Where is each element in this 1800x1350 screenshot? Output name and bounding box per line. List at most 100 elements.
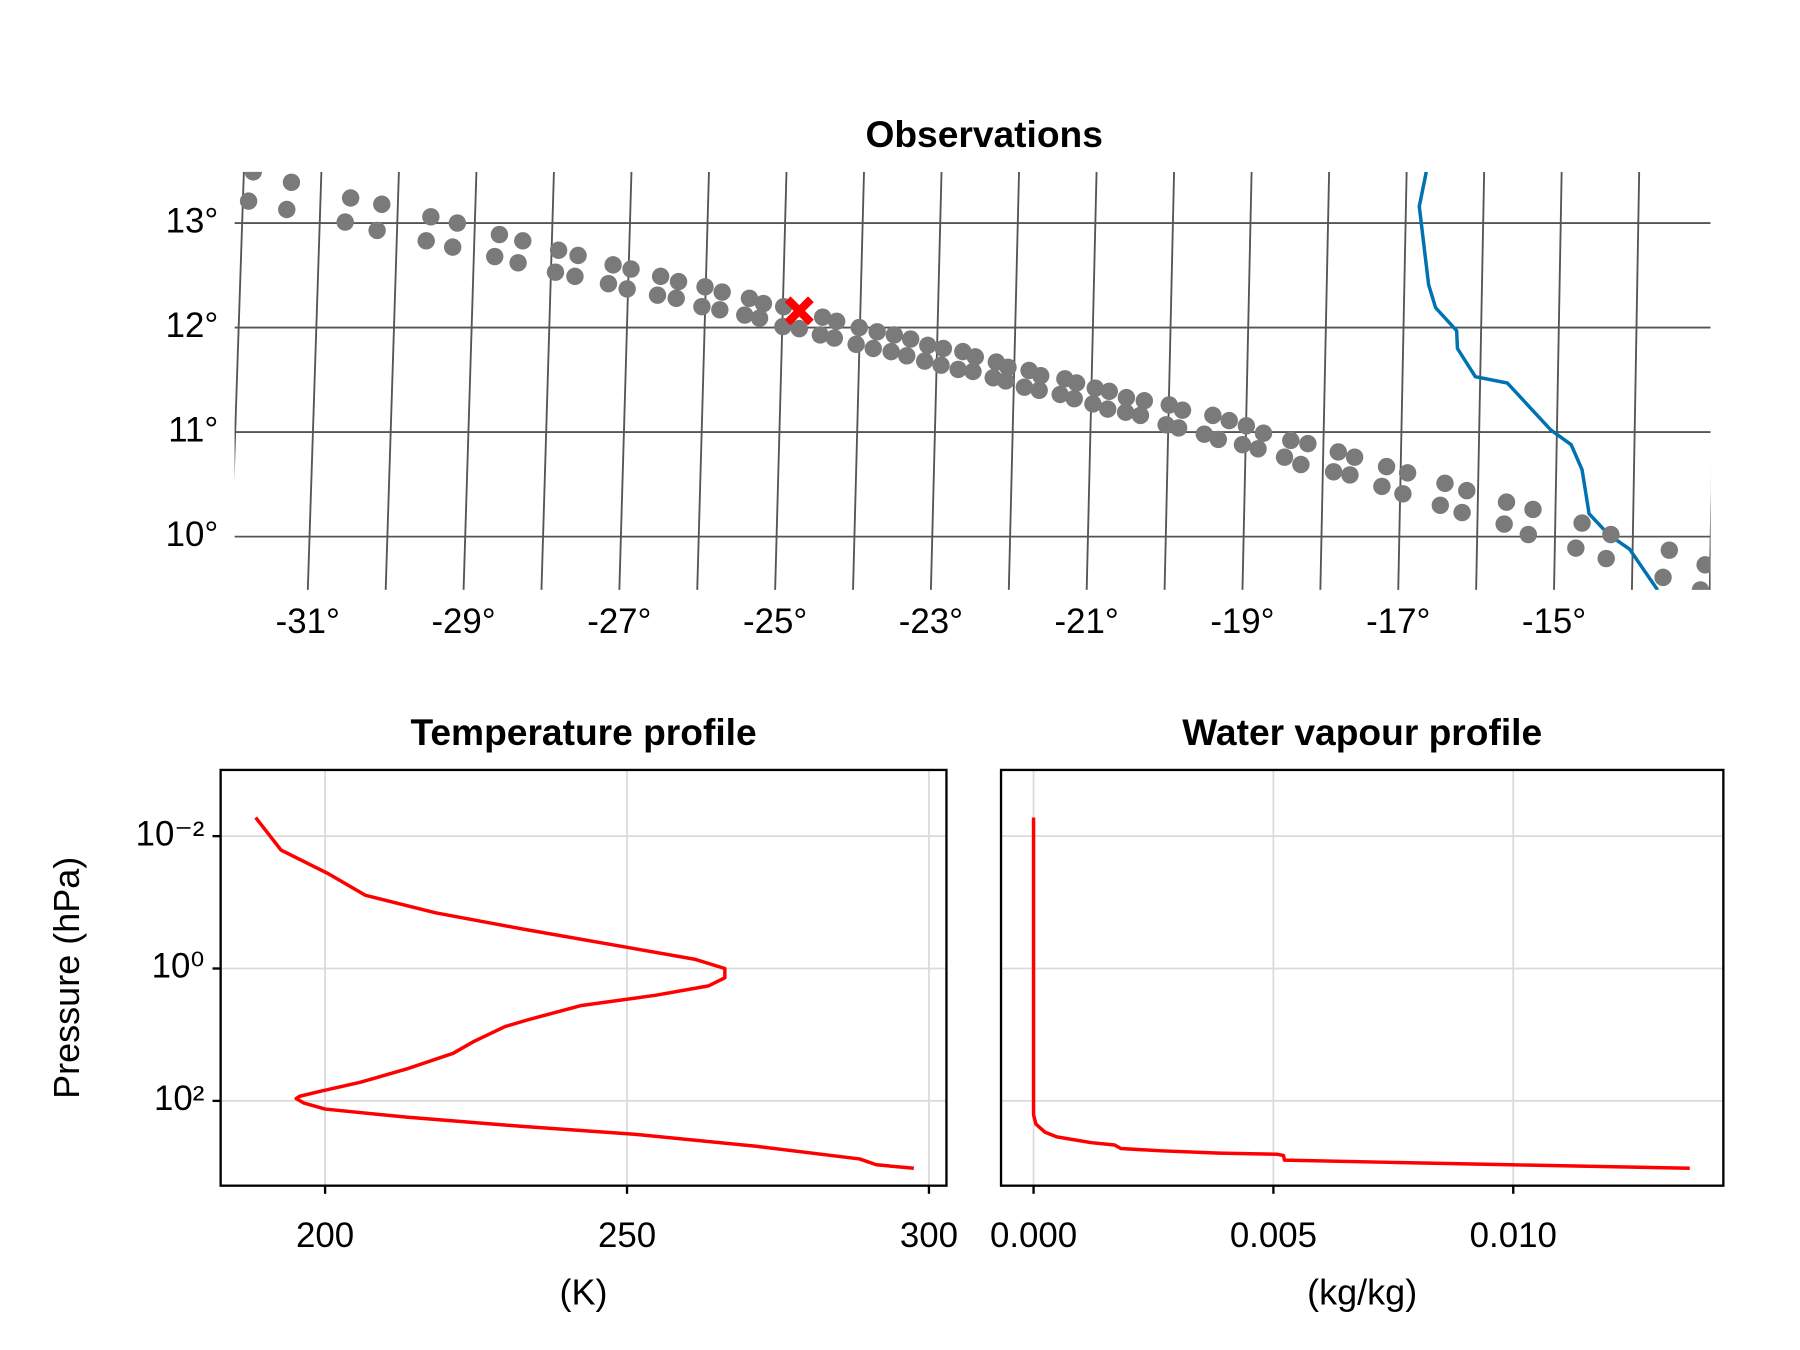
profile-line: [254, 816, 915, 1170]
observation-point: [1237, 417, 1256, 435]
observation-point: [1696, 556, 1711, 574]
observation-point: [1324, 463, 1343, 481]
observation-point: [1116, 403, 1135, 421]
observation-point: [885, 326, 904, 344]
observation-point: [966, 348, 985, 366]
observation-point: [336, 213, 354, 231]
observation-point: [1100, 382, 1118, 401]
meridian-line: [1708, 486, 1711, 590]
x-tick-label: -29°: [431, 602, 495, 641]
plot-area: [254, 816, 915, 1170]
observation-point: [1084, 395, 1102, 413]
observation-point: [604, 256, 622, 274]
observation-point: [813, 308, 832, 326]
observation-point: [244, 171, 262, 181]
observation-point: [1345, 448, 1364, 466]
observation-point: [811, 326, 830, 344]
observation-point: [1654, 568, 1672, 587]
observation-point: [1292, 455, 1310, 474]
observation-point: [882, 342, 900, 361]
observation-point: [1453, 503, 1471, 522]
chart-title: Water vapour profile: [1182, 711, 1542, 753]
observation-point: [1431, 496, 1450, 514]
x-tick-label: 0.010: [1470, 1216, 1557, 1255]
observation-point: [919, 336, 937, 355]
observation-point: [546, 263, 565, 281]
y-tick-label: 10⁻²: [136, 814, 205, 853]
observation-point: [1567, 539, 1585, 557]
observation-point: [1209, 430, 1228, 449]
meridian-line: [1397, 171, 1408, 590]
observation-point: [1282, 431, 1300, 450]
observation-point: [996, 372, 1015, 390]
observation-point: [422, 208, 440, 226]
meridian-line: [234, 171, 245, 478]
chart-title: Temperature profile: [410, 711, 756, 753]
observation-point: [448, 214, 467, 232]
meridian-line: [1475, 171, 1486, 590]
x-axis-label: (kg/kg): [1307, 1271, 1417, 1312]
observation-point: [693, 297, 711, 316]
observation-point: [1458, 481, 1476, 500]
observation-point: [1135, 392, 1154, 410]
observation-point: [651, 267, 670, 286]
observation-point: [1299, 434, 1317, 453]
observation-point: [1398, 464, 1417, 482]
y-tick-label: 11°: [168, 410, 218, 449]
observation-point: [964, 362, 982, 381]
observation-point: [825, 329, 844, 347]
observation-point: [514, 232, 532, 250]
meridian-line: [1319, 171, 1331, 590]
observation-point: [1117, 388, 1136, 407]
plot-frame: [999, 768, 1725, 1187]
observation-point: [754, 294, 773, 313]
observation-point: [1275, 448, 1294, 466]
x-tick-label: -19°: [1210, 602, 1274, 641]
observation-point: [949, 360, 967, 379]
y-tick-label: 10⁰: [152, 947, 205, 986]
observation-point: [850, 318, 868, 337]
observation-point: [1436, 474, 1454, 493]
observation-point: [1030, 381, 1048, 400]
plot-area: [1031, 817, 1690, 1170]
observation-point: [341, 189, 360, 207]
meridian-line: [1241, 171, 1253, 590]
meridian-line: [1163, 171, 1176, 590]
observation-point: [750, 309, 769, 327]
chart-title: Observations: [865, 113, 1102, 155]
observation-point: [282, 173, 301, 192]
observation-point: [1602, 525, 1620, 544]
observation-point: [696, 278, 714, 296]
x-tick-label: -17°: [1366, 602, 1430, 641]
y-tick-label: 12°: [166, 306, 219, 345]
x-tick-label: -25°: [743, 602, 807, 641]
observation-point: [1254, 424, 1273, 442]
observation-point: [239, 192, 258, 210]
meridian-line: [696, 171, 710, 590]
observation-point: [740, 289, 759, 308]
meridian-line: [618, 171, 633, 590]
meridian-line: [929, 171, 943, 590]
plot-frame: [219, 768, 948, 1187]
observation-point: [648, 286, 667, 304]
observation-point: [1341, 466, 1359, 484]
observation-point: [1691, 581, 1710, 590]
observation-point: [618, 280, 636, 298]
observation-point: [669, 272, 688, 291]
observation-point: [713, 283, 731, 301]
observation-point: [736, 306, 754, 324]
observation-point: [417, 232, 435, 250]
observation-point: [1329, 443, 1347, 461]
observation-point: [1015, 378, 1034, 396]
observation-point: [667, 289, 685, 308]
x-tick-label: -31°: [276, 602, 340, 641]
meridian-line: [1630, 171, 1641, 590]
observation-point: [1220, 411, 1238, 430]
observation-point: [1032, 366, 1050, 385]
observation-point: [711, 301, 729, 319]
selected-marker: [784, 296, 814, 326]
observation-point: [1160, 396, 1178, 414]
x-tick-label: -21°: [1055, 602, 1119, 641]
